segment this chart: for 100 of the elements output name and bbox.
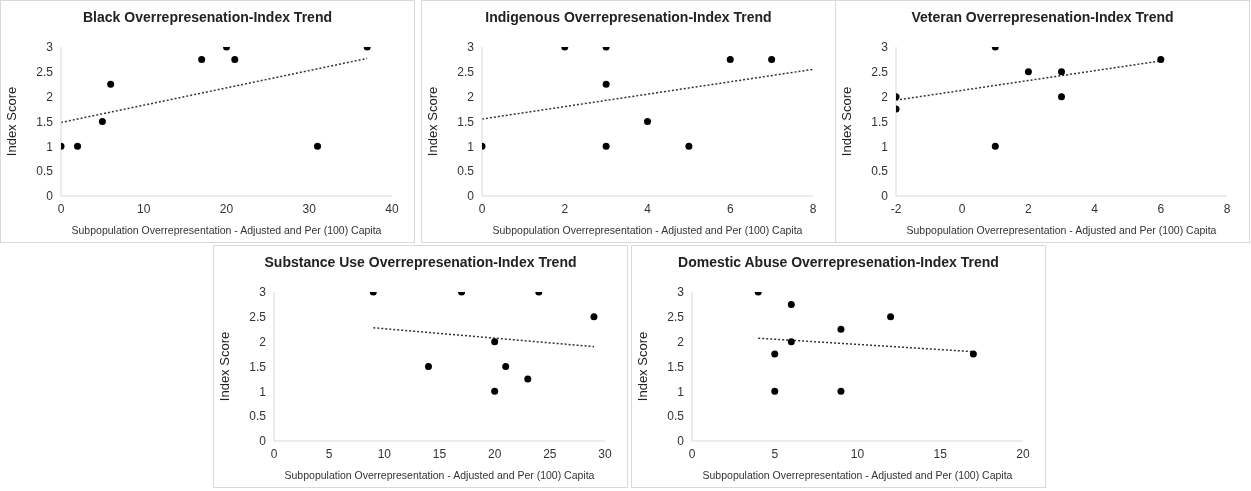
x-axis-title: Subpopulation Overrepresentation - Adjusted and Per (100) Capita [702,469,1013,481]
x-tick-label: 40 [385,201,399,216]
point [768,55,776,63]
y-tick-label: 3 [46,40,54,55]
point [602,142,610,150]
y-tick-label: 2.5 [457,65,475,80]
y-axis-title: Index Score [424,86,440,157]
point [991,142,999,150]
y-tick-label: 1 [467,139,475,154]
y-tick-label: 1.5 [667,359,685,374]
y-tick-label: 1 [881,139,889,154]
point [771,387,779,395]
x-tick-label: 30 [302,201,317,216]
y-axis-title: Index Score [3,86,19,157]
x-tick-label: 10 [377,446,392,461]
y-tick-label: 0.5 [36,164,54,179]
point [424,363,432,370]
point [314,142,322,150]
point [685,142,693,150]
y-tick-label: 2 [467,89,475,104]
chart-title: Domestic Abuse Overrepresenation-Index Trend [677,254,1000,270]
point [726,55,734,63]
y-tick-label: 1 [46,139,54,154]
x-tick-label: 8 [1223,201,1231,216]
x-tick-label: 4 [1091,201,1099,216]
y-tick-label: 0 [467,189,475,204]
point [969,350,977,358]
point [98,118,106,125]
y-tick-label: 0 [259,434,267,449]
y-tick-label: 1.5 [249,359,267,374]
point [887,313,895,321]
y-tick-label: 0.5 [249,409,267,424]
y-tick-label: 1.5 [36,114,54,129]
y-tick-label: 2 [259,334,267,349]
x-tick-label: 0 [478,201,486,216]
y-tick-label: 3 [677,285,685,300]
x-tick-label: 0 [688,446,696,461]
y-axis-title: Index Score [216,331,232,402]
y-tick-label: 3 [259,285,267,300]
y-tick-label: 0.5 [667,409,685,424]
y-tick-label: 3 [881,40,889,55]
point [644,118,651,125]
chart-title: Veteran Overrepresenation-Index Trend [910,9,1175,25]
point [502,363,510,370]
y-tick-label: 3 [467,40,475,55]
y-tick-label: 0 [881,189,889,204]
x-tick-label: -2 [890,201,902,216]
chart-title: Black Overrepresenation-Index Trend [82,9,333,25]
x-tick-label: 2 [1025,201,1033,216]
y-tick-label: 2 [881,89,889,104]
point [787,338,795,346]
x-tick-label: 6 [726,201,734,216]
point [1157,55,1165,63]
y-axis-title: Index Score [838,86,854,157]
y-tick-label: 1 [677,384,685,399]
x-tick-label: 5 [771,446,779,461]
x-tick-label: 15 [432,446,447,461]
y-tick-label: 0.5 [457,164,475,179]
x-axis-title: Subpopulation Overrepresentation - Adjusted and Per (100) Capita [71,224,382,236]
x-tick-label: 20 [1016,446,1030,461]
x-tick-label: 25 [543,446,557,461]
x-axis-title: Subpopulation Overrepresentation - Adjusted and Per (100) Capita [492,224,803,236]
x-tick-label: 5 [325,446,333,461]
x-tick-label: 0 [958,201,966,216]
point [74,142,82,150]
point [524,375,532,383]
y-tick-label: 2.5 [36,65,54,80]
point [1058,68,1065,76]
x-tick-label: 10 [137,201,151,216]
y-axis-title: Index Score [634,331,650,402]
x-tick-label: 4 [644,201,652,216]
y-tick-label: 0 [677,434,685,449]
point [837,387,845,395]
y-tick-label: 1 [259,384,267,399]
y-tick-label: 2.5 [249,310,267,325]
x-tick-label: 30 [598,446,612,461]
x-tick-label: 20 [487,446,502,461]
point [1058,93,1065,101]
x-tick-label: 0 [270,446,278,461]
x-tick-label: 2 [561,201,569,216]
y-tick-label: 2 [46,89,54,104]
point [771,350,779,358]
point [590,313,598,321]
point [491,338,499,346]
point [107,80,115,88]
point [837,325,845,333]
y-tick-label: 1.5 [871,114,889,129]
point [602,80,610,88]
x-tick-label: 15 [933,446,948,461]
x-tick-label: 0 [57,201,65,216]
x-axis-title: Subpopulation Overrepresentation - Adjusted and Per (100) Capita [906,224,1217,236]
x-tick-label: 6 [1157,201,1165,216]
point [1024,68,1032,76]
point [231,55,239,63]
y-tick-label: 0 [46,189,54,204]
chart-title: Substance Use Overrepresenation-Index Trend [263,254,578,270]
x-axis-title: Subpopulation Overrepresentation - Adjusted and Per (100) Capita [284,469,595,481]
point [198,55,206,63]
point [787,300,795,308]
x-tick-label: 10 [850,446,865,461]
